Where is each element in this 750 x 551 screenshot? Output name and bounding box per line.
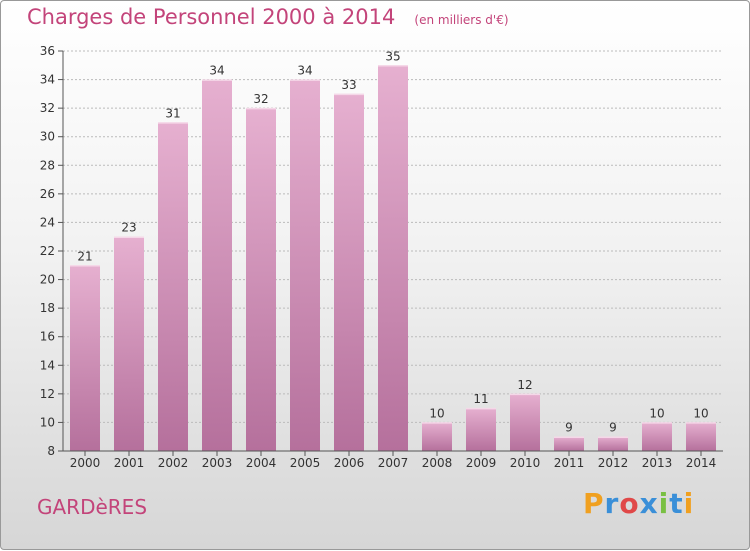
- bar: [334, 93, 364, 451]
- data-label: 31: [165, 106, 180, 120]
- y-tick-label: 30: [40, 130, 55, 144]
- y-tick-label: 28: [40, 158, 55, 172]
- bar: [378, 65, 408, 452]
- data-label: 12: [517, 378, 532, 392]
- logo-letter: t: [669, 487, 684, 520]
- logo-letter: i: [658, 487, 670, 520]
- title-block: Charges de Personnel 2000 à 2014 (en mil…: [27, 5, 509, 29]
- bar: [246, 108, 276, 452]
- y-tick-label: 24: [40, 215, 55, 229]
- bar: [70, 265, 100, 451]
- x-tick-label: 2013: [642, 456, 673, 470]
- x-tick-label: 2012: [598, 456, 629, 470]
- data-label: 34: [297, 64, 312, 78]
- data-label: 33: [341, 78, 356, 92]
- data-label: 34: [209, 64, 224, 78]
- x-tick-label: 2003: [202, 456, 233, 470]
- bar: [158, 122, 188, 451]
- data-label: 32: [253, 92, 268, 106]
- proxiti-logo: Proxiti: [583, 487, 694, 520]
- x-tick-label: 2002: [158, 456, 189, 470]
- y-tick-label: 18: [40, 301, 55, 315]
- x-tick-label: 2009: [466, 456, 497, 470]
- data-label: 35: [385, 49, 400, 63]
- x-tick-label: 2014: [686, 456, 717, 470]
- bar: [202, 79, 232, 452]
- bar: [598, 436, 628, 451]
- bar: [642, 422, 672, 451]
- y-tick-label: 26: [40, 187, 55, 201]
- unit-note: (en milliers d'€): [414, 13, 509, 27]
- logo-letter: o: [619, 487, 640, 520]
- y-tick-label: 32: [40, 101, 55, 115]
- x-tick-label: 2005: [290, 456, 321, 470]
- x-tick-label: 2011: [554, 456, 585, 470]
- y-tick-label: 10: [40, 415, 55, 429]
- x-tick-label: 2000: [70, 456, 101, 470]
- bar: [114, 236, 144, 451]
- data-label: 23: [121, 221, 136, 235]
- y-tick-label: 12: [40, 387, 55, 401]
- bar: [466, 408, 496, 451]
- bar: [510, 393, 540, 451]
- bar: [686, 422, 716, 451]
- y-tick-label: 36: [40, 44, 55, 58]
- bars: 21 23 31 34 32 34 33 35 10 11 12 9 9 10 10: [70, 49, 716, 452]
- logo-letter: r: [604, 487, 620, 520]
- x-tick-label: 2010: [510, 456, 541, 470]
- bar: [554, 436, 584, 451]
- data-label: 10: [429, 406, 444, 420]
- y-tick-label: 14: [40, 358, 55, 372]
- x-tick-label: 2004: [246, 456, 277, 470]
- x-tick-label: 2001: [114, 456, 145, 470]
- data-label: 9: [565, 421, 573, 435]
- chart-title: Charges de Personnel 2000 à 2014: [27, 5, 396, 29]
- axes: 8 10 12 14 16 18 20 22 24 26 28 30 32 34 36 2000 2001 200…: [40, 44, 723, 470]
- data-label: 10: [693, 406, 708, 420]
- logo-letter: P: [583, 487, 605, 520]
- x-tick-label: 2008: [422, 456, 453, 470]
- bar: [422, 422, 452, 451]
- y-tick-label: 20: [40, 273, 55, 287]
- logo-letter: i: [683, 487, 695, 520]
- bar: [290, 79, 320, 452]
- data-label: 21: [77, 249, 92, 263]
- logo-letter: x: [639, 487, 659, 520]
- y-tick-label: 22: [40, 244, 55, 258]
- x-tick-label: 2007: [378, 456, 409, 470]
- x-tick-label: 2006: [334, 456, 365, 470]
- commune-name: GARDèRES: [37, 495, 148, 519]
- y-tick-label: 16: [40, 330, 55, 344]
- data-label: 10: [649, 406, 664, 420]
- y-tick-label: 34: [40, 73, 55, 87]
- data-label: 9: [609, 421, 617, 435]
- y-tick-label: 8: [47, 444, 55, 458]
- data-label: 11: [473, 392, 488, 406]
